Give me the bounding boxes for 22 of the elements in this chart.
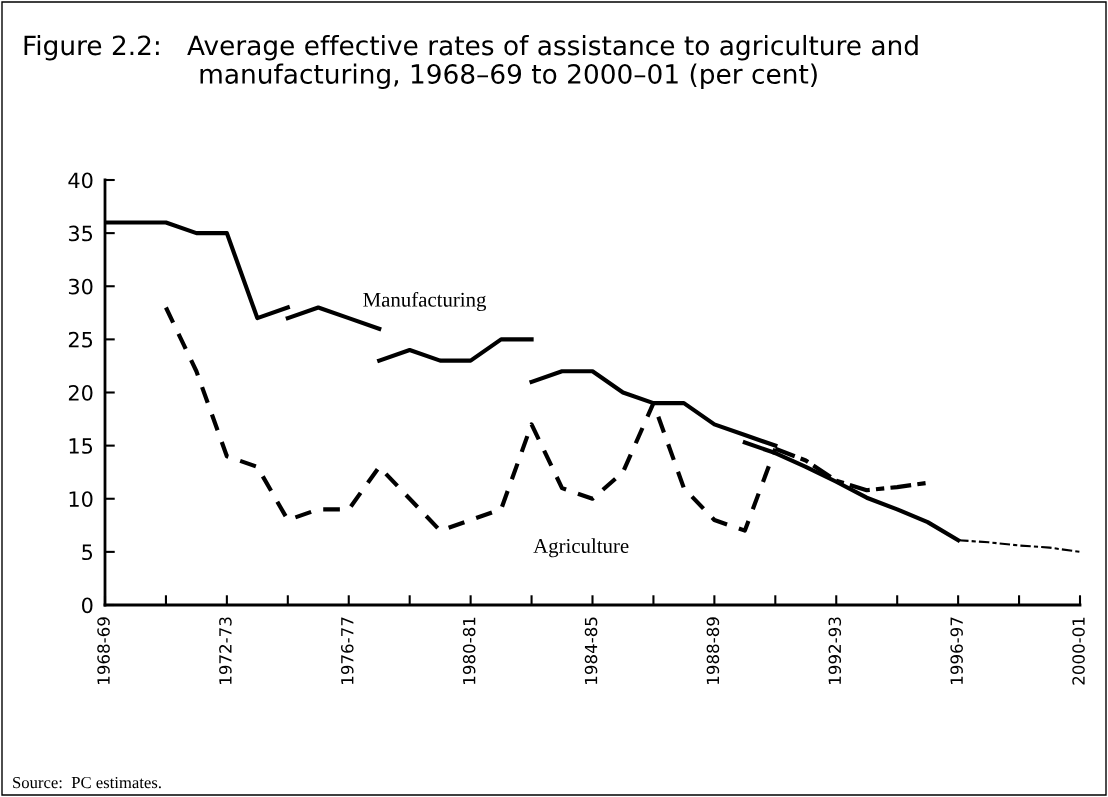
x-tick-label: 1976-77 [340,617,354,684]
y-tick-label: 5 [82,544,93,561]
y-tick-label: 25 [68,331,93,348]
y-tick-label: 20 [68,384,93,401]
x-tick-label: 1992-93 [828,617,842,684]
y-tick-label: 35 [68,225,93,242]
x-tick-label: 1988-89 [706,617,720,684]
y-tick-label: 0 [82,597,93,614]
x-tick-label: 1984-85 [584,617,598,684]
series-label: Manufacturing [363,291,487,312]
x-tick-label: 2000-01 [1072,617,1085,685]
y-tick-label: 10 [69,491,93,507]
x-tick-label: 1996-97 [950,617,963,684]
x-tick-label: 1980-81 [462,617,476,684]
chart-title: Figure 2.2: Average effective rates of assistance to agriculture and manufacturing, 1968–69 to 2000–01 (per cent) [24,34,918,90]
y-tick-label: 15 [69,438,93,454]
text: Agriculture [533,538,629,558]
source-note: Source: PC estimates. [13,776,161,789]
y-tick-label: 40 [68,172,93,189]
x-tick-label: 1972-73 [219,617,232,684]
x-tick-label: 1968-69 [97,617,110,684]
y-tick-label: 30 [68,278,93,295]
